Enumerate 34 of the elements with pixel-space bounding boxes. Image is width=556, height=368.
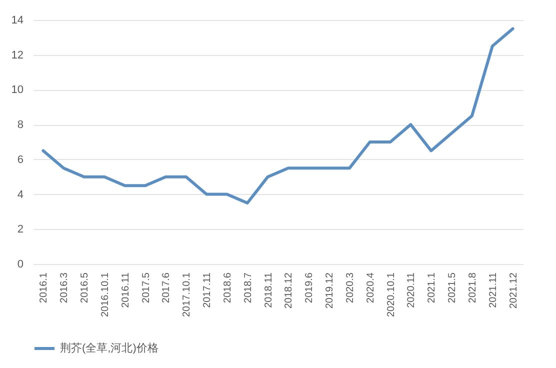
y-tick-label: 14 <box>11 14 24 26</box>
x-tick-label: 2016.5 <box>80 272 91 304</box>
x-tick-label: 2018.7 <box>242 272 254 304</box>
y-tick-label: 4 <box>17 188 24 201</box>
x-tick-label: 2018.6 <box>222 272 234 304</box>
x-tick-label: 2017.5 <box>140 272 152 304</box>
x-tick-label: 2021.5 <box>447 272 458 304</box>
x-tick-label: 2020.11 <box>406 272 418 308</box>
y-tick-label: 12 <box>11 49 24 62</box>
x-tick-label: 2021.12 <box>508 272 520 309</box>
x-tick-label: 2018.11 <box>263 272 274 308</box>
x-tick-label: 2016.3 <box>59 272 70 304</box>
x-tick-label: 2019.12 <box>324 272 336 309</box>
line-series <box>42 27 514 204</box>
y-tick-label: 10 <box>11 84 24 96</box>
x-tick-label: 2021.11 <box>488 272 499 308</box>
x-tick-label: 2016.1 <box>38 272 50 304</box>
x-tick-label: 2021.8 <box>467 272 478 304</box>
x-tick-label: 2018.12 <box>284 272 295 309</box>
x-tick-label: 2017.6 <box>161 272 172 304</box>
y-tick-label: 8 <box>17 119 24 132</box>
x-tick-label: 2021.1 <box>426 272 438 304</box>
y-tick-label: 0 <box>17 258 24 270</box>
y-tick-label: 6 <box>17 154 24 166</box>
legend-label: 荆芥(全草,河北)价格 <box>60 342 158 354</box>
y-tick-label: 2 <box>17 224 24 236</box>
x-tick-label: 2019.6 <box>304 272 316 304</box>
x-tick-label: 2017.10.1 <box>182 272 193 317</box>
x-tick-label: 2020.10.1 <box>386 272 397 317</box>
x-tick-label: 2016.11 <box>120 272 132 308</box>
x-tick-label: 2020.3 <box>344 272 356 304</box>
x-tick-label: 2020.4 <box>365 272 376 304</box>
x-tick-label: 2017.11 <box>202 272 214 308</box>
x-tick-label: 2016.10.1 <box>100 272 111 317</box>
